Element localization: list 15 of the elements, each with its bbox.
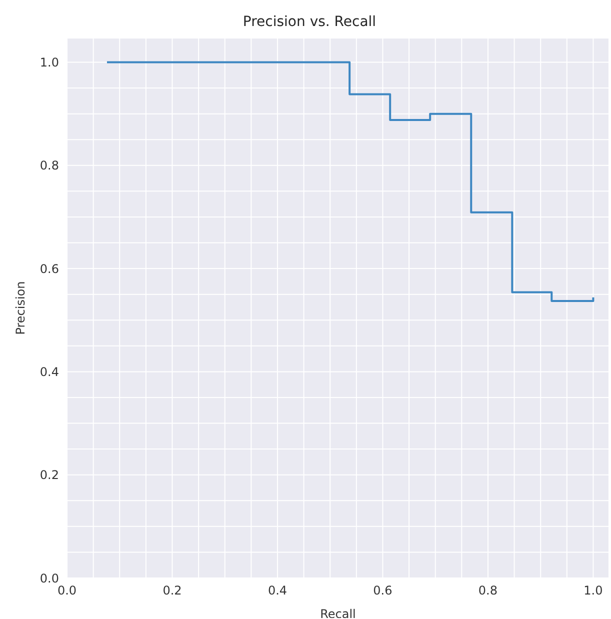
y-tick-label: 0.2 [40,468,59,482]
y-tick-label: 0.8 [40,158,59,173]
x-tick-label: 0.2 [162,584,182,598]
y-tick-label: 1.0 [40,56,59,70]
x-axis-title: Recall [320,607,356,619]
y-axis-title: Precision [13,281,28,335]
x-tick-label: 0.6 [373,584,392,598]
y-tick-label: 0.0 [40,571,59,586]
x-tick-label: 0.0 [57,584,77,598]
x-tick-label: 0.4 [268,584,288,598]
y-tick-label: 0.4 [40,364,59,379]
x-tick-label: 1.0 [584,584,603,598]
y-tick-label: 0.6 [40,262,59,276]
x-tick-label: 0.8 [478,584,498,598]
chart-title: Precision vs. Recall [242,13,378,32]
